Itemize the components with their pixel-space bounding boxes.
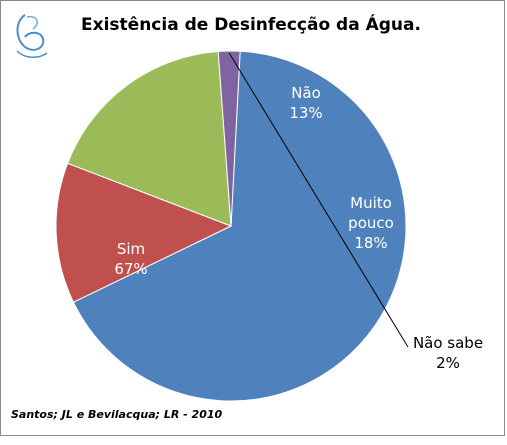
slice-label-0: Sim 67% xyxy=(114,240,147,278)
slice-value-label: 13% xyxy=(289,104,322,122)
slice-category-label: Não xyxy=(291,84,321,102)
chart-title: Existência de Desinfecção da Água. xyxy=(81,13,421,35)
pie-slice-1 xyxy=(55,162,233,303)
slice-category-label: Muito xyxy=(350,194,392,212)
stylized-b-logo-icon xyxy=(16,14,48,58)
slice-value-label: 2% xyxy=(436,354,460,372)
slice-category-label: Não sabe xyxy=(413,334,483,352)
slice-value-label: 67% xyxy=(114,260,147,278)
source-note: Santos; JL e Bevilacqua; LR - 2010 xyxy=(11,408,223,421)
pie-slice-2 xyxy=(66,50,232,227)
slice-labels: Sim 67% Não 13% Muito pouco 18% Não sabe 2% xyxy=(114,84,483,372)
slice-label-2: Muito pouco 18% xyxy=(348,194,394,252)
pie-chart: Existência de Desinfecção da Água. Sim 67… xyxy=(11,13,483,421)
chart-frame: Existência de Desinfecção da Água. Sim 67… xyxy=(0,0,505,436)
slice-category-label: Sim xyxy=(117,240,145,258)
slice-category-label: pouco xyxy=(348,214,394,232)
slice-label-3: Não sabe 2% xyxy=(413,334,483,372)
leader-line-3 xyxy=(228,52,409,348)
pie-slices xyxy=(55,50,407,402)
pie-slice-3 xyxy=(217,50,241,227)
pie-slice-0 xyxy=(72,50,407,402)
slice-value-label: 18% xyxy=(354,234,387,252)
slice-label-1: Não 13% xyxy=(289,84,322,122)
leader-lines xyxy=(228,52,409,348)
